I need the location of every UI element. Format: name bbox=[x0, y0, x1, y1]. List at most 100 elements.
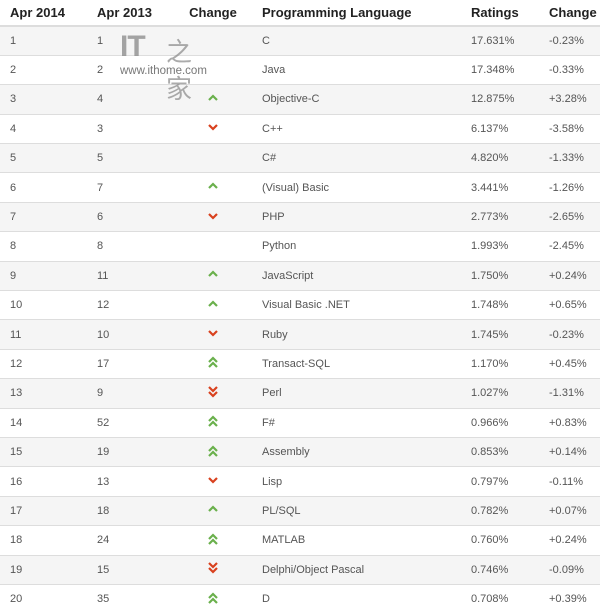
rank-2014: 6 bbox=[0, 172, 87, 203]
chevron-up-icon bbox=[207, 505, 219, 518]
rank-2013: 11 bbox=[87, 260, 174, 291]
double-chevron-up-icon bbox=[207, 445, 219, 460]
rating-change: -0.33% bbox=[539, 54, 600, 85]
header-ratings: Ratings bbox=[461, 0, 539, 27]
rank-2013: 9 bbox=[87, 378, 174, 409]
language: PHP bbox=[252, 201, 461, 232]
change-cell bbox=[174, 495, 252, 526]
table-row: 9 11 JavaScript 1.750% +0.24% bbox=[0, 260, 600, 291]
change-cell bbox=[174, 84, 252, 115]
table-row: 8 8 Python 1.993% -2.45% bbox=[0, 231, 600, 262]
language: C# bbox=[252, 143, 461, 173]
rating-change: -0.23% bbox=[539, 25, 600, 56]
header-ratings-change: Change bbox=[539, 0, 600, 27]
change-cell bbox=[174, 554, 252, 585]
double-chevron-up-icon bbox=[207, 592, 219, 607]
rank-2013: 52 bbox=[87, 407, 174, 438]
rating: 0.708% bbox=[461, 583, 539, 614]
rank-2014: 1 bbox=[0, 25, 87, 56]
table-row: 6 7 (Visual) Basic 3.441% -1.26% bbox=[0, 172, 600, 203]
rank-2014: 18 bbox=[0, 525, 87, 556]
rank-2014: 20 bbox=[0, 583, 87, 614]
change-cell bbox=[174, 407, 252, 438]
chevron-down-icon bbox=[207, 124, 219, 136]
rank-2013: 4 bbox=[87, 84, 174, 115]
rank-2013: 17 bbox=[87, 348, 174, 379]
table-row: 1 1 C 17.631% -0.23% bbox=[0, 25, 600, 56]
watermark-logo: IT bbox=[120, 30, 146, 63]
rating: 0.760% bbox=[461, 525, 539, 556]
rating-change: -0.11% bbox=[539, 466, 600, 497]
table-row: 18 24 MATLAB 0.760% +0.24% bbox=[0, 525, 600, 556]
rating: 1.993% bbox=[461, 231, 539, 262]
rating-change: +0.65% bbox=[539, 290, 600, 320]
rank-2013: 7 bbox=[87, 172, 174, 203]
rating: 0.797% bbox=[461, 466, 539, 497]
change-cell bbox=[174, 54, 252, 85]
rating-change: -1.31% bbox=[539, 378, 600, 409]
rating-change: -1.33% bbox=[539, 143, 600, 173]
rank-2013: 10 bbox=[87, 319, 174, 350]
rank-2013: 2 bbox=[87, 54, 174, 85]
rank-2014: 10 bbox=[0, 290, 87, 320]
rating-change: +0.14% bbox=[539, 436, 600, 467]
chevron-down-icon bbox=[207, 477, 219, 489]
table-row: 20 35 D 0.708% +0.39% bbox=[0, 583, 600, 614]
watermark-url: www.ithome.com bbox=[120, 65, 207, 77]
chevron-down-icon bbox=[207, 330, 219, 342]
rank-2014: 9 bbox=[0, 260, 87, 291]
rank-2014: 5 bbox=[0, 143, 87, 173]
change-cell bbox=[174, 290, 252, 320]
table-row: 13 9 Perl 1.027% -1.31% bbox=[0, 378, 600, 409]
rank-2014: 16 bbox=[0, 466, 87, 497]
rating: 2.773% bbox=[461, 201, 539, 232]
change-cell bbox=[174, 583, 252, 614]
header-row: Apr 2014 Apr 2013 Change Programming Lan… bbox=[0, 0, 600, 27]
language: PL/SQL bbox=[252, 495, 461, 526]
table-row: 14 52 F# 0.966% +0.83% bbox=[0, 407, 600, 438]
rating: 0.746% bbox=[461, 554, 539, 585]
table-row: 10 12 Visual Basic .NET 1.748% +0.65% bbox=[0, 290, 600, 320]
rank-2013: 5 bbox=[87, 143, 174, 173]
rating-change: +0.39% bbox=[539, 583, 600, 614]
rank-2014: 19 bbox=[0, 554, 87, 585]
change-cell bbox=[174, 231, 252, 262]
language: Ruby bbox=[252, 319, 461, 350]
rank-2014: 12 bbox=[0, 348, 87, 379]
double-chevron-up-icon bbox=[207, 533, 219, 548]
rank-2013: 1 bbox=[87, 25, 174, 56]
chevron-up-icon bbox=[207, 94, 219, 107]
change-cell bbox=[174, 466, 252, 497]
header-apr-2014: Apr 2014 bbox=[0, 0, 87, 27]
rating: 17.631% bbox=[461, 25, 539, 56]
rating-change: +0.07% bbox=[539, 495, 600, 526]
language: Objective-C bbox=[252, 84, 461, 115]
rank-2014: 7 bbox=[0, 201, 87, 232]
double-chevron-up-icon bbox=[207, 415, 219, 430]
change-cell bbox=[174, 143, 252, 173]
language: Perl bbox=[252, 378, 461, 409]
watermark-logo-cn: 之家 bbox=[166, 37, 193, 104]
language: JavaScript bbox=[252, 260, 461, 291]
change-cell bbox=[174, 201, 252, 232]
change-cell bbox=[174, 378, 252, 409]
rating: 0.782% bbox=[461, 495, 539, 526]
language: MATLAB bbox=[252, 525, 461, 556]
rank-2013: 35 bbox=[87, 583, 174, 614]
chevron-down-icon bbox=[207, 212, 219, 225]
rating: 3.441% bbox=[461, 172, 539, 203]
language: Delphi/Object Pascal bbox=[252, 554, 461, 585]
change-cell bbox=[174, 436, 252, 467]
table-row: 12 17 Transact-SQL 1.170% +0.45% bbox=[0, 348, 600, 379]
table-row: 16 13 Lisp 0.797% -0.11% bbox=[0, 466, 600, 497]
rank-2014: 3 bbox=[0, 84, 87, 115]
rank-2013: 15 bbox=[87, 554, 174, 585]
rank-2014: 2 bbox=[0, 54, 87, 85]
chevron-up-icon bbox=[207, 270, 219, 283]
double-chevron-down-icon bbox=[207, 386, 219, 401]
rank-2013: 12 bbox=[87, 290, 174, 320]
language: Java bbox=[252, 54, 461, 85]
rank-2014: 13 bbox=[0, 378, 87, 409]
table-row: 5 5 C# 4.820% -1.33% bbox=[0, 143, 600, 173]
